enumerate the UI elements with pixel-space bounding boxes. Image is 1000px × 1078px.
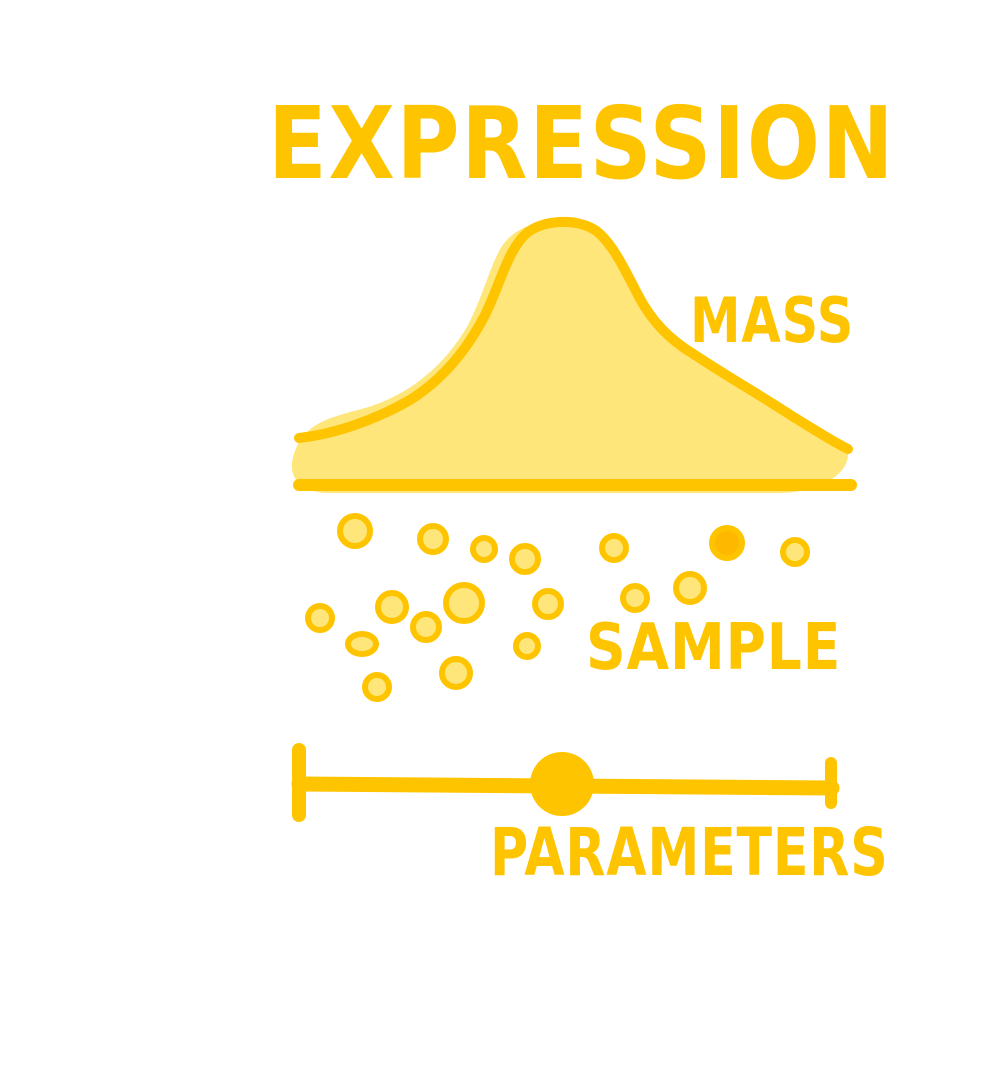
mass-label: MASS bbox=[690, 284, 855, 357]
sample-dot bbox=[375, 590, 409, 624]
mass-distribution bbox=[291, 216, 857, 493]
diagram-title: EXPRESSION bbox=[268, 85, 896, 202]
sample-dot bbox=[362, 672, 392, 702]
parameters-label: PARAMETERS bbox=[490, 814, 889, 891]
sample-dot bbox=[337, 513, 373, 549]
sample-dot bbox=[513, 632, 541, 660]
slider-handle bbox=[530, 752, 594, 816]
sample-dot bbox=[620, 583, 650, 613]
sample-dot bbox=[345, 631, 379, 657]
sample-dot bbox=[443, 582, 485, 624]
mass-curve bbox=[294, 216, 853, 454]
sample-dots bbox=[305, 513, 810, 702]
sample-dot bbox=[439, 656, 473, 690]
sample-dot bbox=[780, 537, 810, 567]
sample-dot bbox=[709, 525, 745, 561]
sample-dot bbox=[305, 603, 335, 633]
sample-dot bbox=[673, 571, 707, 605]
parameters-slider bbox=[291, 743, 840, 822]
sample-dot bbox=[509, 543, 541, 575]
sample-dot bbox=[599, 533, 629, 563]
sample-label: SAMPLE bbox=[586, 611, 842, 685]
sample-dot bbox=[470, 535, 498, 563]
sample-dot bbox=[417, 523, 449, 555]
sample-dot bbox=[410, 611, 442, 643]
mass-fill bbox=[291, 220, 849, 493]
sample-dot bbox=[532, 588, 564, 620]
